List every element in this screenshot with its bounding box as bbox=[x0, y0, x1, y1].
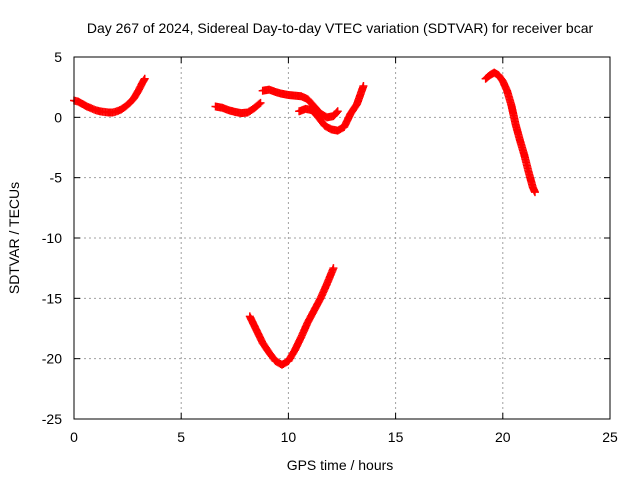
x-tick-label: 25 bbox=[602, 429, 618, 445]
y-tick-label: 0 bbox=[54, 109, 62, 125]
data-point bbox=[329, 264, 338, 273]
y-axis-label: SDTVAR / TECUs bbox=[6, 182, 22, 294]
chart-title: Day 267 of 2024, Sidereal Day-to-day VTE… bbox=[87, 20, 594, 36]
series-arc-5 bbox=[245, 264, 338, 369]
data-point bbox=[333, 107, 342, 116]
series-arc-1 bbox=[70, 74, 149, 117]
x-axis-label: GPS time / hours bbox=[287, 457, 394, 473]
y-tick-label: -15 bbox=[42, 290, 62, 306]
x-tick-label: 10 bbox=[281, 429, 297, 445]
x-tick-label: 20 bbox=[495, 429, 511, 445]
y-tick-label: -25 bbox=[42, 411, 62, 427]
series-arc-6 bbox=[481, 68, 539, 197]
series-arc-4 bbox=[295, 81, 368, 135]
data-point bbox=[256, 98, 265, 107]
data-point bbox=[255, 99, 264, 108]
y-tick-label: -20 bbox=[42, 351, 62, 367]
x-tick-label: 15 bbox=[388, 429, 404, 445]
data-point bbox=[530, 188, 539, 197]
x-tick-label: 0 bbox=[70, 429, 78, 445]
data-point bbox=[359, 81, 368, 90]
x-tick-label: 5 bbox=[177, 429, 185, 445]
series-arc-2 bbox=[211, 98, 265, 118]
grid bbox=[74, 57, 610, 419]
series-arc-3 bbox=[258, 85, 342, 122]
data-point bbox=[140, 74, 149, 83]
y-tick-label: 5 bbox=[54, 49, 62, 65]
data-point bbox=[332, 108, 341, 117]
data-points bbox=[70, 68, 539, 369]
y-tick-label: -10 bbox=[42, 230, 62, 246]
plot-frame bbox=[73, 56, 611, 420]
y-tick-label: -5 bbox=[50, 170, 63, 186]
